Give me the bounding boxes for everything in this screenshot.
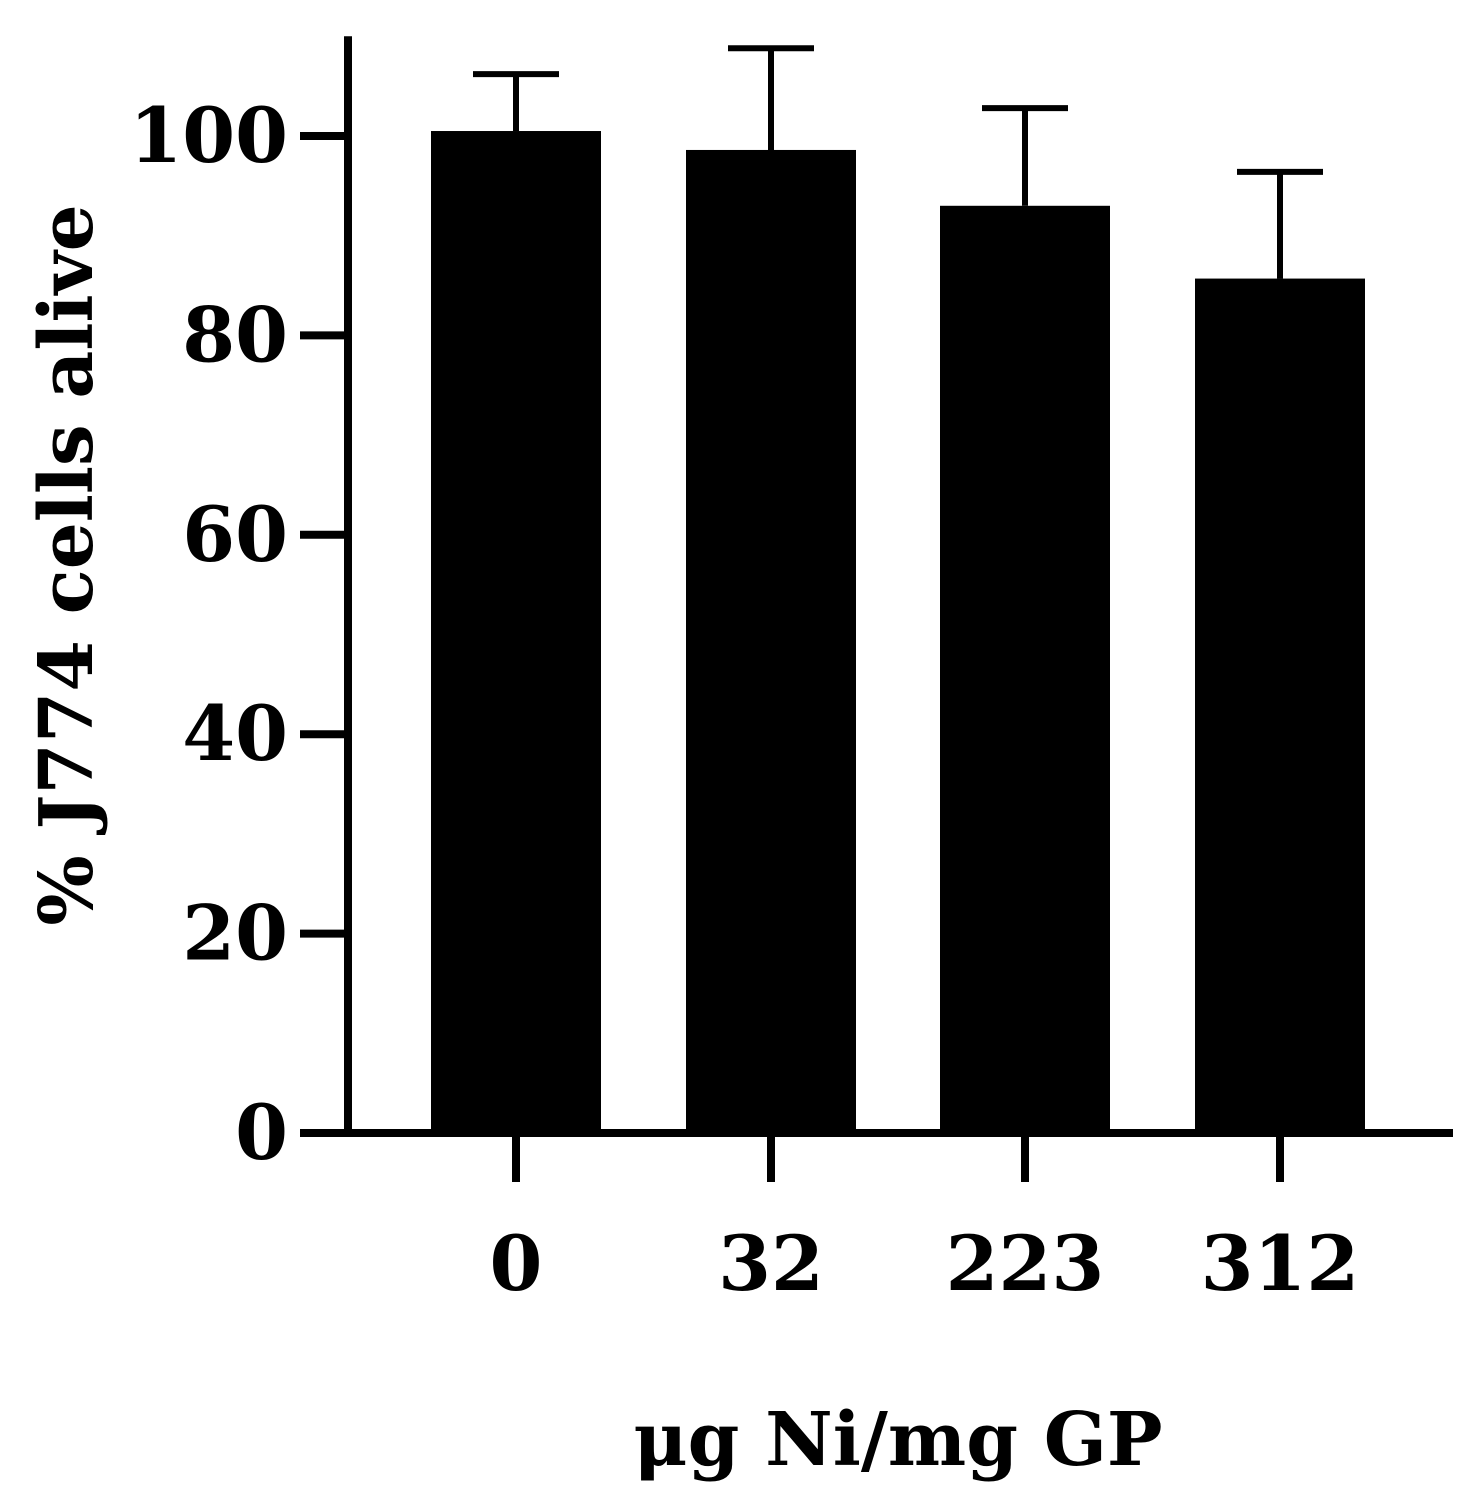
ticks-layer: 0 20 40 60 80 100 0 32 223 312 <box>129 91 1359 1308</box>
y-tick-label-20: 20 <box>182 889 288 978</box>
x-tick-label-0: 0 <box>490 1219 543 1308</box>
y-tick-label-80: 80 <box>182 290 288 379</box>
y-tick-label-0: 0 <box>235 1088 288 1177</box>
x-tick-label-223: 223 <box>946 1219 1105 1308</box>
bar-223 <box>940 205 1110 1134</box>
axes-layer <box>300 36 1453 1137</box>
bar-32 <box>686 149 856 1133</box>
y-tick-label-100: 100 <box>129 91 288 180</box>
x-tick-label-312: 312 <box>1201 1219 1360 1308</box>
bar-312 <box>1195 278 1365 1133</box>
bar-0 <box>431 131 601 1133</box>
bars-layer <box>431 45 1365 1134</box>
y-tick-label-40: 40 <box>182 689 288 778</box>
x-axis-title: μg Ni/mg GP <box>633 1397 1162 1483</box>
y-tick-label-60: 60 <box>182 490 288 579</box>
y-axis-title: % J774 cells alive <box>24 204 110 925</box>
x-tick-label-32: 32 <box>718 1219 824 1308</box>
